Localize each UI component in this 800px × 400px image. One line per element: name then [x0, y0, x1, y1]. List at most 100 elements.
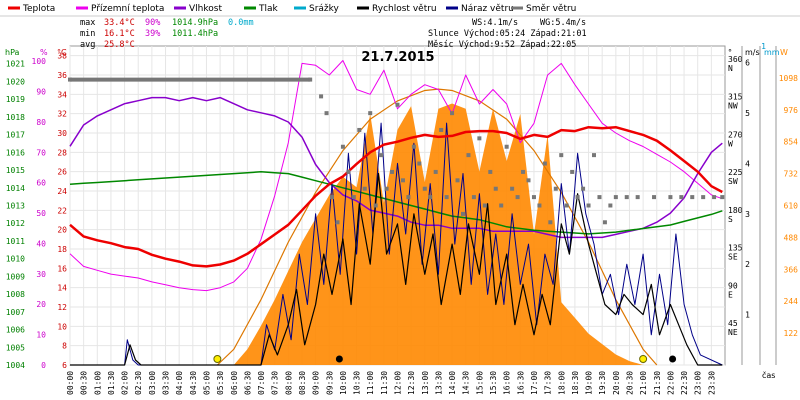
wind-direction-point: [444, 195, 449, 200]
tick-rain: 1: [761, 42, 766, 51]
tick-temperature: 6: [62, 361, 67, 370]
legend-label: Přízemní teplota: [91, 4, 164, 14]
stat-max-press: 1014.9hPa: [172, 18, 218, 28]
tick-temperature: 16: [57, 264, 67, 273]
unit-rain: mm: [764, 48, 780, 57]
tick-x: 09:30: [325, 371, 334, 395]
tick-x: 01:00: [93, 371, 102, 395]
tick-solar: 976: [784, 106, 799, 115]
stat-avg-label: avg: [80, 40, 95, 50]
tick-humidity: 40: [36, 239, 46, 248]
wind-direction-point: [319, 94, 324, 99]
tick-temperature: 24: [57, 187, 67, 196]
unit-wind: m/s: [745, 48, 760, 57]
tick-temperature: 30: [57, 129, 67, 138]
series-temperature: [69, 125, 723, 268]
sunset-marker: [639, 355, 648, 363]
tick-solar: 244: [784, 297, 799, 306]
wind-direction-point: [586, 203, 591, 208]
tick-x: 19:30: [598, 371, 607, 395]
tick-humidity: 10: [36, 331, 46, 340]
stat-min-press: 1011.4hPa: [172, 29, 218, 39]
tick-x: 01:30: [107, 371, 116, 395]
wind-direction-point: [340, 144, 345, 149]
unit-direction: °: [728, 48, 732, 57]
wind-direction-point: [504, 144, 509, 149]
tick-direction: 180: [728, 206, 743, 215]
stat-avg-temp: 25.8°C: [104, 40, 135, 50]
tick-pressure: 1011: [6, 237, 25, 246]
wind-direction-point: [68, 77, 72, 82]
tick-temperature: 28: [57, 148, 67, 157]
tick-temperature: 20: [57, 226, 67, 235]
tick-wind: 3: [745, 210, 750, 219]
wind-direction-point: [712, 195, 717, 200]
wind-direction-point: [564, 203, 569, 208]
wind-direction-point: [373, 203, 378, 208]
wind-direction-point: [537, 203, 542, 208]
stat-ws: WS:4.1m/s: [472, 18, 518, 28]
wind-direction-point: [602, 220, 607, 225]
stat-min-hum: 39%: [145, 29, 160, 39]
tick-x: 10:00: [339, 371, 348, 395]
tick-x: 11:30: [380, 371, 389, 395]
wind-direction-point: [597, 195, 602, 200]
wind-direction-point: [395, 102, 400, 107]
tick-x: 12:30: [407, 371, 416, 395]
tick-x: 10:30: [353, 371, 362, 395]
tick-humidity: 80: [36, 118, 46, 127]
tick-solar: 732: [784, 170, 799, 179]
tick-x: 19:00: [585, 371, 594, 395]
tick-wind: 4: [745, 159, 750, 168]
tick-wind: 2: [745, 260, 750, 269]
wind-direction-point: [406, 195, 411, 200]
wind-direction-point: [613, 195, 618, 200]
unit-humidity: %: [40, 48, 48, 57]
wind-direction-point: [488, 169, 493, 174]
chart-title: 21.7.2015: [361, 50, 434, 65]
tick-wind: 5: [745, 109, 750, 118]
stat-max-rain: 0.0mm: [228, 18, 254, 28]
tick-x: 14:00: [448, 371, 457, 395]
wind-direction-point: [324, 111, 329, 116]
tick-x: 09:00: [312, 371, 321, 395]
tick-temperature: 36: [57, 71, 67, 80]
wind-direction-point: [455, 178, 460, 183]
tick-x: 11:00: [366, 371, 375, 395]
wind-direction-point: [521, 169, 526, 174]
wind-direction-point: [531, 195, 536, 200]
wind-direction-point: [690, 195, 695, 200]
wind-direction-point: [461, 211, 465, 216]
wind-direction-point: [428, 195, 433, 200]
tick-humidity: 30: [36, 270, 46, 279]
tick-x: 13:00: [421, 371, 430, 395]
tick-direction: 225: [728, 168, 743, 177]
tick-direction: 315: [728, 93, 743, 102]
tick-direction: 135: [728, 244, 743, 253]
stat-max-label: max: [80, 18, 95, 28]
wind-direction-point: [357, 127, 362, 132]
tick-humidity: 0: [41, 361, 46, 370]
wind-direction-point: [559, 153, 564, 158]
tick-pressure: 1017: [6, 131, 25, 140]
wind-direction-point: [390, 169, 395, 174]
tick-x: 07:00: [257, 371, 266, 395]
axes: 1004100510061007100810091010101110121013…: [6, 42, 798, 395]
tick-pressure: 1015: [6, 166, 25, 175]
stat-max-temp: 33.4°C: [104, 18, 135, 28]
wind-direction-point: [575, 195, 580, 200]
tick-x: 06:30: [243, 371, 252, 395]
wind-direction-point: [701, 195, 706, 200]
tick-humidity: 50: [36, 209, 46, 218]
wind-direction-point: [368, 111, 373, 116]
wind-direction-point: [635, 195, 640, 200]
tick-pressure: 1016: [6, 148, 25, 157]
tick-x: 22:00: [666, 371, 675, 395]
tick-temperature: 22: [57, 206, 67, 215]
tick-pressure: 1013: [6, 202, 25, 211]
legend-label: Teplota: [22, 4, 55, 14]
tick-x: 18:30: [571, 371, 580, 395]
tick-x: 05:30: [216, 371, 225, 395]
wind-direction-point: [379, 153, 384, 158]
tick-x: 02:00: [121, 371, 130, 395]
